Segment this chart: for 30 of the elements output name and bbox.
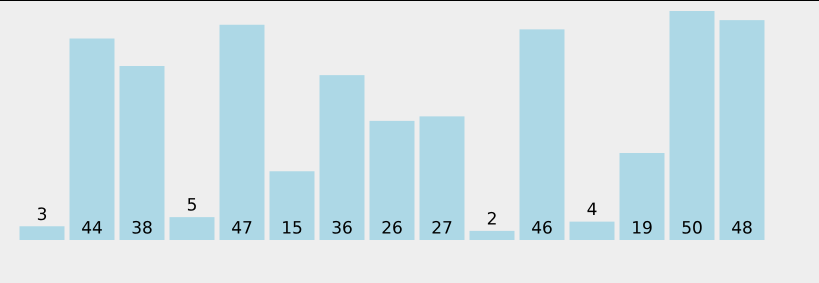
data-label: 44 [81,218,103,238]
bar [620,152,664,240]
bar [270,171,314,240]
data-label: 3 [36,204,48,225]
bar [370,120,414,240]
data-label: 4 [586,200,598,220]
data-label: 38 [131,218,153,238]
bar [20,226,64,240]
bar [520,29,564,240]
data-label: 47 [231,218,253,238]
data-label: 26 [381,218,403,238]
data-label: 15 [281,218,303,238]
data-label: 48 [731,218,753,238]
bar [220,24,264,240]
bar [420,116,464,240]
bar [320,75,364,240]
bar [570,222,614,240]
bar [70,38,114,240]
data-label: 50 [681,218,703,238]
bar [670,11,714,240]
bar [720,20,764,240]
bar [170,217,214,240]
data-label: 27 [431,218,453,238]
data-label: 5 [186,196,198,216]
data-label: 2 [486,209,498,230]
data-label: 36 [331,218,353,238]
data-label: 19 [631,218,653,238]
bar [120,66,164,240]
bar [470,230,514,240]
data-label: 46 [531,218,553,238]
